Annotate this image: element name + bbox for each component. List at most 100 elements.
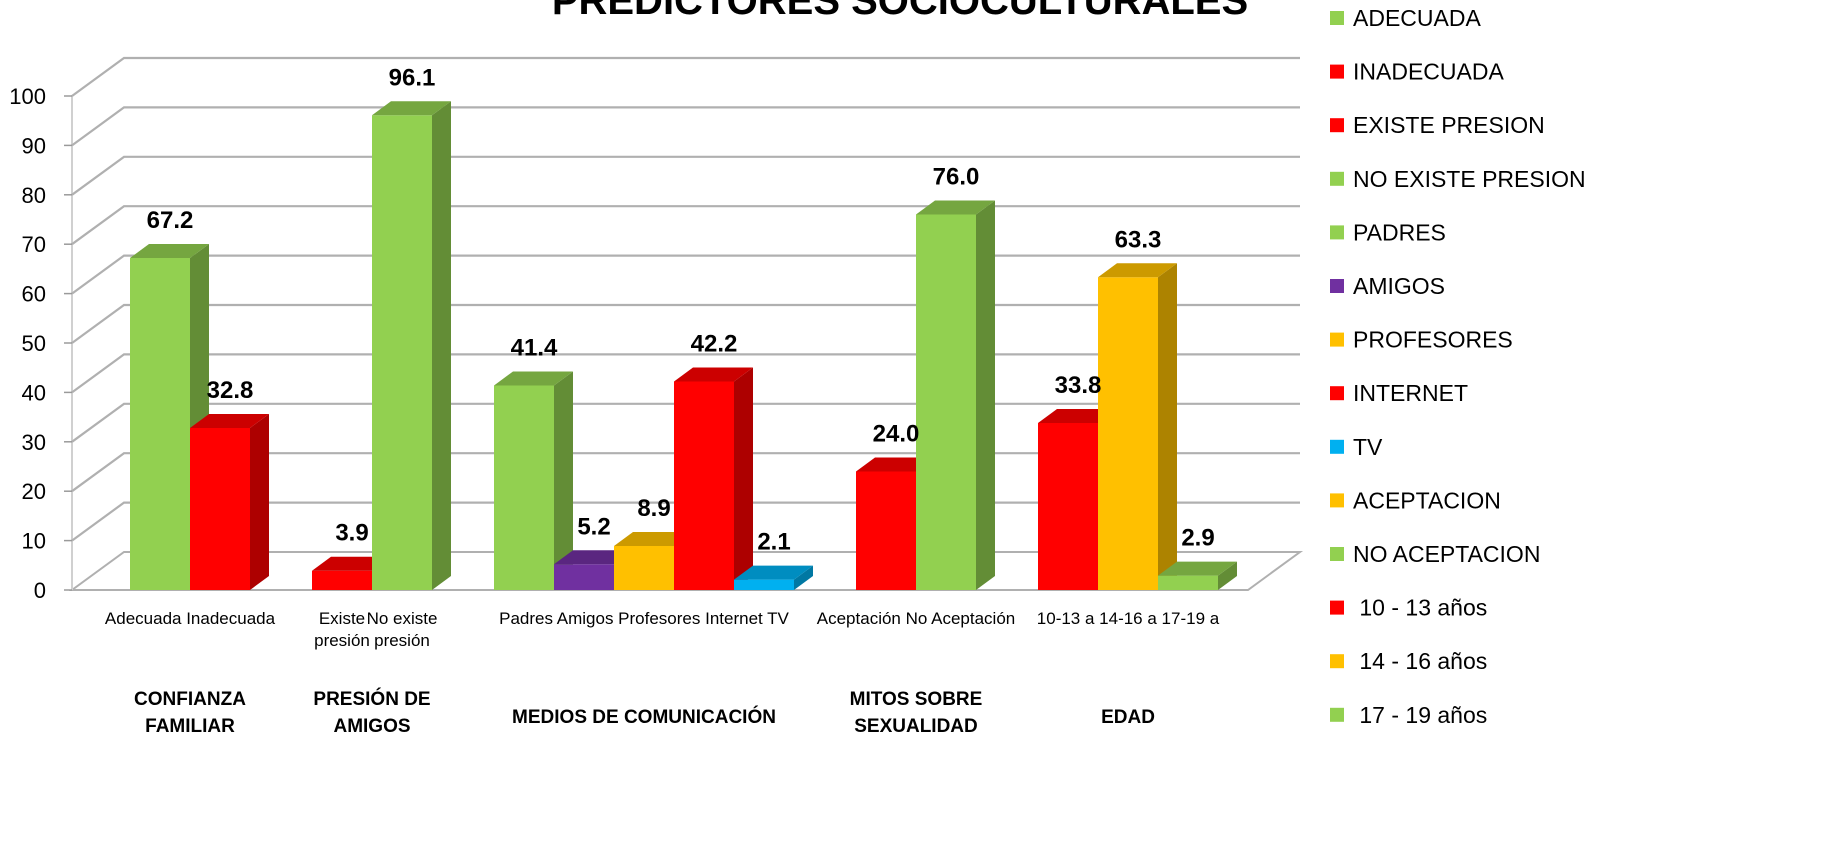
bar-front [494, 385, 554, 590]
group-labels: CONFIANZA FAMILIAR PRESIÓN DE AMIGOS MEDIOS … [134, 688, 1155, 737]
bar-top [312, 556, 391, 571]
bar-top [916, 200, 995, 215]
bar-front [614, 546, 674, 590]
gridline [71, 353, 1300, 394]
gridline [71, 56, 1300, 97]
legend-label: TV [1353, 434, 1383, 460]
legend-item: 10 - 13 años [1330, 595, 1487, 621]
gridline [71, 303, 1300, 344]
y-tick-label: 50 [22, 331, 46, 356]
data-label: 67.2 [147, 207, 194, 234]
legend-swatch [1330, 654, 1344, 669]
legend-label: NO EXISTE PRESION [1353, 166, 1586, 192]
bar-top [130, 244, 209, 259]
legend-label: PADRES [1353, 219, 1446, 245]
legend-swatch [1330, 171, 1344, 186]
bar-internet [674, 367, 753, 590]
legend-label: 10 - 13 años [1353, 595, 1487, 621]
x-tick-label: Padres Amigos Profesores Internet TV [499, 609, 789, 628]
bar-no-existe-presi-n [372, 101, 451, 591]
legend-label: EXISTE PRESION [1353, 112, 1545, 138]
data-label: 2.9 [1181, 525, 1214, 552]
group-label: FAMILIAR [145, 716, 235, 737]
legend-item: ACEPTACION [1330, 487, 1501, 513]
y-tick-label: 10 [22, 529, 46, 554]
legend-item: PADRES [1330, 219, 1446, 245]
bar-front [130, 258, 190, 590]
y-tick-label: 20 [22, 479, 46, 504]
legend-label: ACEPTACION [1353, 487, 1501, 513]
y-tick-label: 90 [22, 133, 46, 158]
legend-item: EXISTE PRESION [1330, 112, 1545, 138]
group-label: EDAD [1101, 707, 1155, 728]
bar-front [1158, 575, 1218, 590]
group-label: PRESIÓN DE [313, 688, 430, 710]
legend-item: ADECUADA [1330, 5, 1481, 31]
data-labels: 67.2 32.8 3.9 96.1 41.4 5.2 8.9 42.2 2.1 24.0 76.0… [147, 64, 1215, 555]
legend-swatch [1330, 386, 1344, 401]
legend-item: AMIGOS [1330, 273, 1445, 299]
y-tick-label: 100 [9, 84, 46, 109]
y-tick-label: 60 [22, 282, 46, 307]
x-tick-label: No existe [367, 609, 438, 628]
legend-swatch [1330, 279, 1344, 293]
data-label: 41.4 [511, 334, 558, 361]
legend-item: PROFESORES [1330, 327, 1513, 353]
x-tick-label: presión [374, 631, 430, 650]
data-label: 2.1 [757, 529, 790, 556]
gridline [71, 402, 1300, 443]
bar-top [674, 367, 753, 382]
data-label: 3.9 [335, 520, 368, 547]
group-label: MITOS SOBRE [850, 689, 983, 710]
bar-side [554, 371, 573, 590]
y-tick-label: 40 [22, 380, 46, 405]
bar-front [554, 564, 614, 590]
bar-front [1098, 277, 1158, 590]
bar-front [1038, 423, 1098, 590]
bar-top [1158, 561, 1237, 576]
data-label: 76.0 [933, 164, 980, 191]
bar-front [674, 381, 734, 590]
gridline [71, 205, 1300, 246]
bar-top [734, 565, 813, 580]
y-tick-label: 80 [22, 183, 46, 208]
bar-side [1218, 561, 1237, 590]
legend-label: 17 - 19 años [1353, 702, 1487, 728]
bar-14-16-a [1098, 263, 1177, 590]
bar-top [494, 371, 573, 386]
x-tick-label: Aceptación No Aceptación [817, 609, 1015, 628]
legend-label: 14 - 16 años [1353, 648, 1487, 674]
legend-item: NO ACEPTACION [1330, 541, 1540, 567]
bar-tv [734, 565, 813, 590]
legend-swatch [1330, 11, 1344, 25]
group-label: CONFIANZA [134, 689, 246, 710]
bar-front [734, 579, 794, 590]
legend-swatch [1330, 493, 1344, 508]
bar-front [916, 214, 976, 590]
bar-top [554, 550, 633, 565]
group-label: MEDIOS DE COMUNICACIÓN [512, 706, 776, 728]
legend-swatch [1330, 547, 1344, 561]
bar-top [190, 413, 269, 428]
bar-padres [494, 371, 573, 590]
gridline [71, 452, 1300, 493]
legend-swatch [1330, 332, 1344, 347]
legend-label: INADECUADA [1353, 59, 1504, 85]
chart-title: PREDICTORES SOCIOCULTURALES [552, 0, 1248, 23]
x-tick-label: presión [314, 631, 370, 650]
legend-item: TV [1330, 434, 1383, 460]
bar-no-aceptaci-n [916, 200, 995, 590]
y-axis: 0 10 20 30 40 50 60 70 80 90 100 [9, 84, 72, 603]
legend-item: INTERNET [1330, 380, 1468, 406]
legend-item: NO EXISTE PRESION [1330, 166, 1586, 192]
legend-label: AMIGOS [1353, 273, 1445, 299]
legend-label: NO ACEPTACION [1353, 541, 1540, 567]
y-tick-label: 70 [22, 232, 46, 257]
gridline [71, 254, 1300, 295]
bar-top [856, 457, 935, 472]
legend-item: 14 - 16 años [1330, 648, 1487, 674]
x-tick-label: 10-13 a 14-16 a 17-19 a [1037, 609, 1220, 628]
y-tick-label: 30 [22, 430, 46, 455]
bar-top [372, 101, 451, 116]
